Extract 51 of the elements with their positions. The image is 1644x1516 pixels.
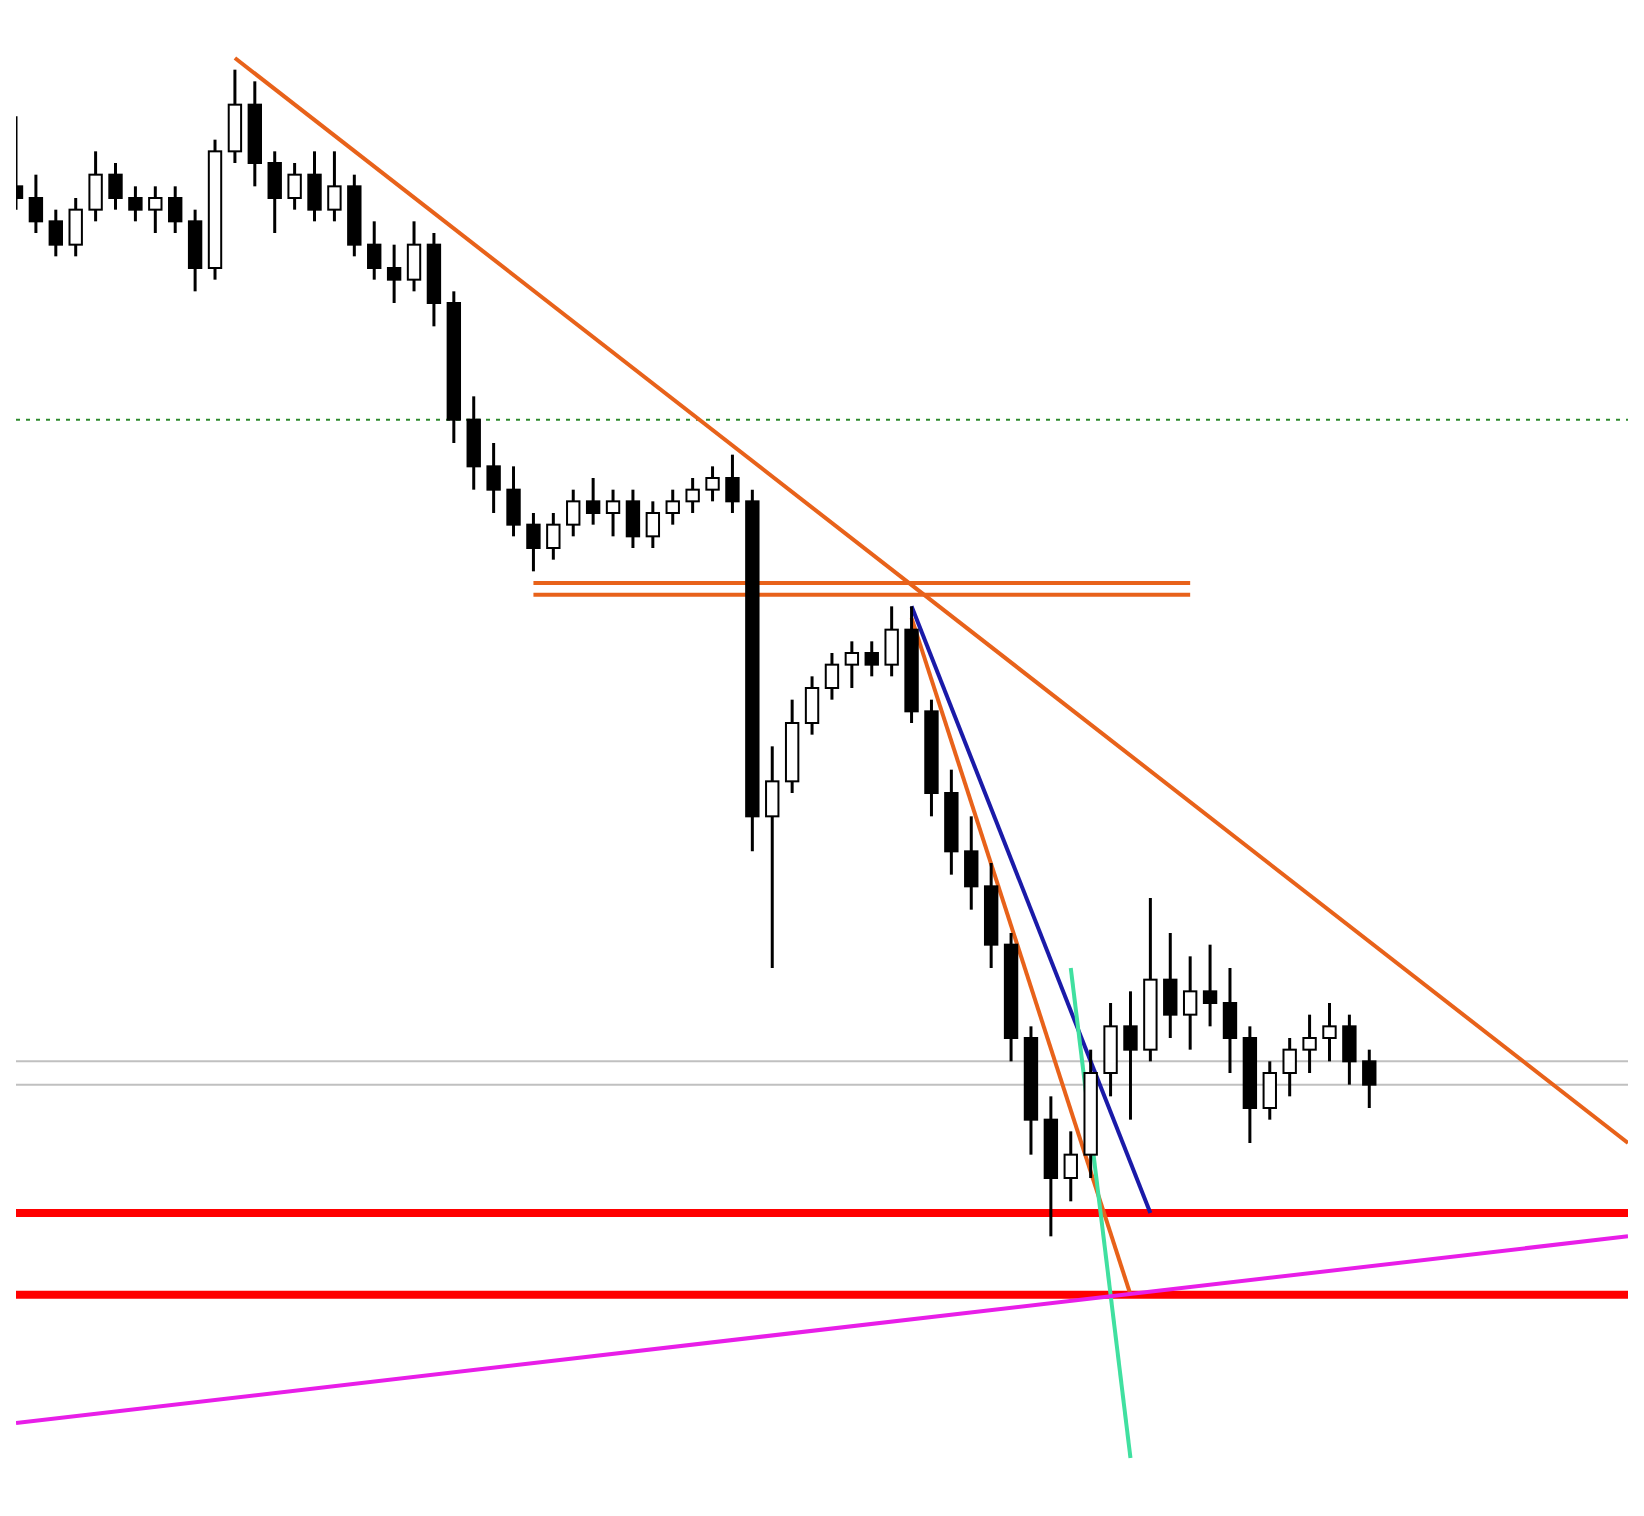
candlestick <box>824 651 840 702</box>
candlestick <box>625 488 641 550</box>
candlestick <box>765 744 780 970</box>
candlestick <box>88 149 103 223</box>
candlestick <box>1103 1001 1118 1098</box>
candlestick <box>1302 1013 1317 1075</box>
candlestick <box>68 196 83 258</box>
candlestick <box>546 511 561 562</box>
candlestick <box>466 394 481 492</box>
candlestick <box>1202 943 1218 1028</box>
candlestick <box>705 464 720 503</box>
candlestick <box>168 184 183 235</box>
candlestick <box>665 488 680 527</box>
candlestick <box>486 441 501 515</box>
candlestick <box>1342 1013 1357 1087</box>
candlestick <box>307 149 322 223</box>
candlestick <box>566 488 581 538</box>
candlestick <box>287 161 302 212</box>
candlestick <box>605 488 621 538</box>
candlestick <box>28 173 44 235</box>
candlestick <box>1182 954 1198 1052</box>
candlestick <box>884 604 899 678</box>
candlestick <box>1362 1048 1377 1110</box>
candlestick <box>804 674 820 737</box>
candlestick <box>645 499 661 550</box>
candlestick <box>844 639 860 690</box>
candlestick <box>585 476 601 527</box>
candlestick <box>1322 1001 1337 1063</box>
candlestick <box>128 184 143 223</box>
candlestick <box>1222 966 1238 1075</box>
candlestick <box>48 208 63 258</box>
candlestick <box>1262 1059 1277 1122</box>
candlestick <box>964 814 979 912</box>
candlestick <box>267 149 282 235</box>
candlestick <box>506 464 521 538</box>
candlestick <box>227 68 243 165</box>
candlestick <box>386 243 402 305</box>
candlestick <box>864 639 879 678</box>
candlestick <box>1063 1129 1078 1203</box>
candlestick <box>725 453 740 515</box>
candlestick <box>1123 989 1138 1122</box>
candlestick <box>685 476 700 515</box>
candlestick <box>526 511 541 573</box>
candlestick <box>1282 1036 1297 1098</box>
candlestick <box>187 208 203 293</box>
candlestick <box>367 219 382 282</box>
candlestick <box>406 219 422 293</box>
candlestick <box>148 184 163 235</box>
candlestick <box>1163 931 1178 1040</box>
candlestick <box>108 161 123 212</box>
candlestick <box>327 149 342 223</box>
